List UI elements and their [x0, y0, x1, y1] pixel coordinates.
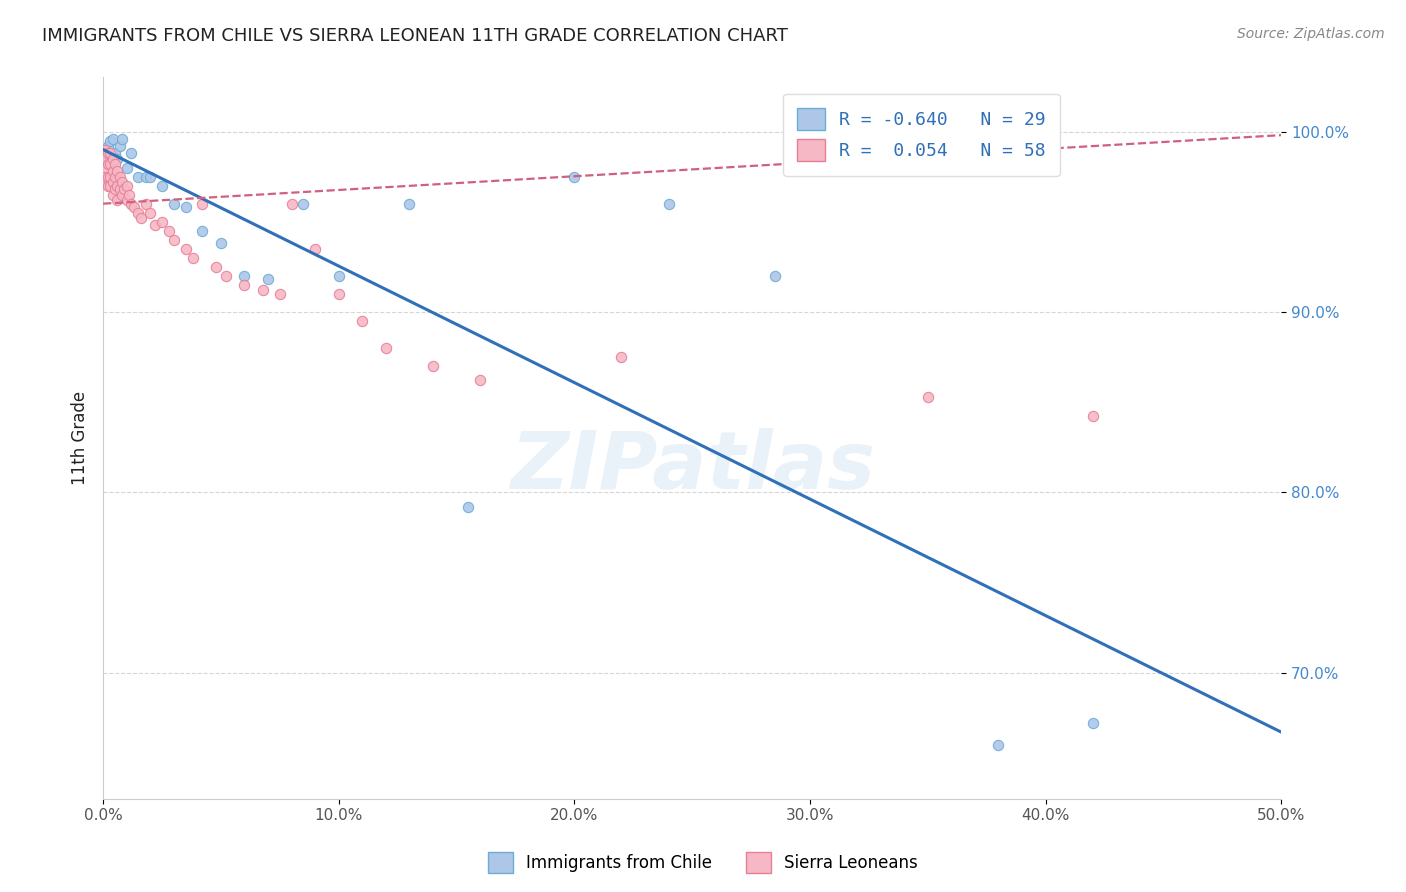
Point — [457, 500, 479, 514]
Point — [163, 196, 186, 211]
Point — [105, 164, 128, 178]
Point — [104, 169, 127, 184]
Point — [422, 359, 444, 373]
Point — [120, 146, 142, 161]
Point — [191, 196, 214, 211]
Point — [101, 187, 124, 202]
Point — [304, 242, 326, 256]
Point — [157, 224, 180, 238]
Point — [1081, 716, 1104, 731]
Point — [111, 132, 134, 146]
Point — [174, 200, 197, 214]
Point — [105, 193, 128, 207]
Point — [111, 175, 134, 189]
Point — [374, 341, 396, 355]
Point — [150, 178, 173, 193]
Point — [104, 146, 127, 161]
Point — [174, 242, 197, 256]
Point — [105, 152, 128, 166]
Point — [209, 236, 232, 251]
Point — [98, 146, 121, 161]
Point — [1081, 409, 1104, 424]
Point — [987, 738, 1010, 752]
Point — [139, 205, 162, 219]
Point — [120, 196, 142, 211]
Point — [233, 268, 256, 283]
Point — [150, 215, 173, 229]
Point — [104, 182, 127, 196]
Point — [292, 196, 315, 211]
Text: ZIPatlas: ZIPatlas — [509, 428, 875, 506]
Point — [118, 187, 141, 202]
Point — [269, 286, 291, 301]
Point — [214, 268, 236, 283]
Point — [562, 169, 585, 184]
Legend: Immigrants from Chile, Sierra Leoneans: Immigrants from Chile, Sierra Leoneans — [481, 846, 925, 880]
Point — [610, 350, 633, 364]
Point — [97, 157, 120, 171]
Point — [257, 272, 280, 286]
Point — [94, 146, 117, 161]
Point — [135, 196, 157, 211]
Point — [328, 268, 350, 283]
Point — [280, 196, 302, 211]
Point — [763, 268, 786, 283]
Point — [917, 390, 939, 404]
Point — [233, 277, 256, 292]
Point — [252, 283, 274, 297]
Point — [135, 169, 157, 184]
Point — [101, 164, 124, 178]
Point — [163, 233, 186, 247]
Point — [97, 139, 120, 153]
Point — [101, 152, 124, 166]
Point — [94, 169, 117, 184]
Point — [122, 200, 145, 214]
Point — [105, 178, 128, 193]
Point — [108, 169, 131, 184]
Point — [352, 314, 374, 328]
Point — [127, 205, 149, 219]
Point — [108, 182, 131, 196]
Point — [97, 146, 120, 161]
Point — [98, 134, 121, 148]
Point — [97, 169, 120, 184]
Text: IMMIGRANTS FROM CHILE VS SIERRA LEONEAN 11TH GRADE CORRELATION CHART: IMMIGRANTS FROM CHILE VS SIERRA LEONEAN … — [42, 27, 787, 45]
Point — [129, 211, 152, 226]
Point — [115, 193, 138, 207]
Point — [104, 157, 127, 171]
Point — [328, 286, 350, 301]
Point — [115, 178, 138, 193]
Point — [101, 175, 124, 189]
Point — [181, 251, 204, 265]
Legend: R = -0.640   N = 29, R =  0.054   N = 58: R = -0.640 N = 29, R = 0.054 N = 58 — [783, 94, 1060, 176]
Point — [108, 139, 131, 153]
Y-axis label: 11th Grade: 11th Grade — [72, 391, 89, 485]
Point — [94, 143, 117, 157]
Point — [111, 187, 134, 202]
Point — [658, 196, 681, 211]
Point — [139, 169, 162, 184]
Point — [98, 169, 121, 184]
Point — [143, 219, 166, 233]
Point — [468, 373, 491, 387]
Point — [94, 152, 117, 166]
Text: Source: ZipAtlas.com: Source: ZipAtlas.com — [1237, 27, 1385, 41]
Point — [112, 182, 135, 196]
Point — [205, 260, 228, 274]
Point — [115, 161, 138, 175]
Point — [98, 178, 121, 193]
Point — [94, 161, 117, 175]
Point — [398, 196, 420, 211]
Point — [191, 224, 214, 238]
Point — [98, 157, 121, 171]
Point — [127, 169, 149, 184]
Point — [101, 132, 124, 146]
Point — [97, 178, 120, 193]
